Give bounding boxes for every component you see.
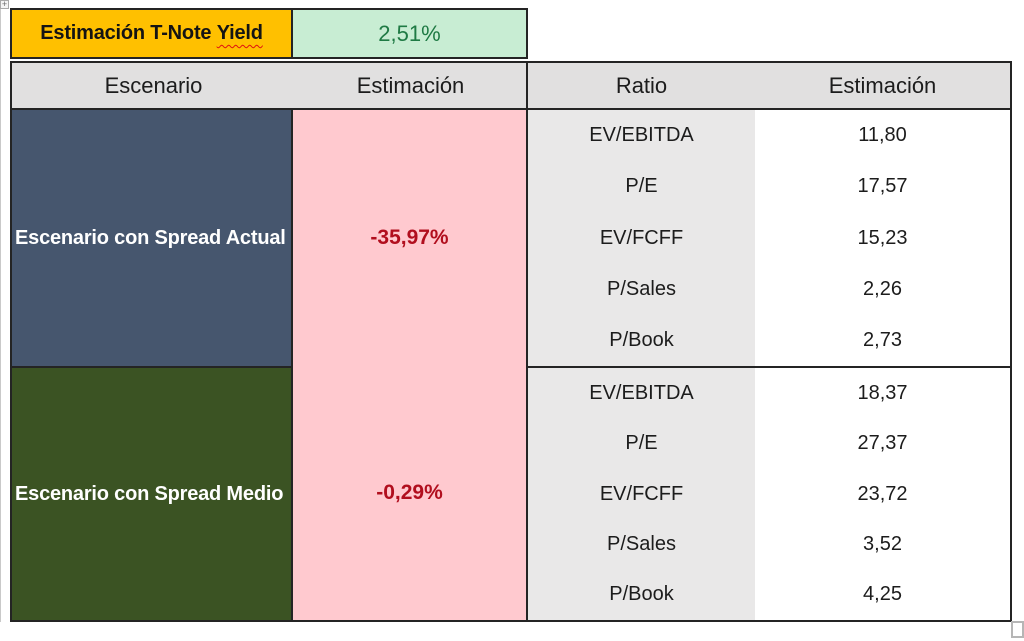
estimate-spread-medio-value: -0,29% — [376, 480, 443, 504]
table-row[interactable]: P/E 17,57 — [528, 161, 1010, 212]
ratio-value: 17,57 — [857, 175, 908, 198]
ratio-value: 11,80 — [858, 124, 907, 147]
estimate-spread-medio-cell[interactable]: -0,29% — [293, 365, 526, 620]
table-row[interactable]: P/Book 2,73 — [528, 315, 1010, 366]
ratio-column-shading — [528, 368, 755, 620]
table-row[interactable]: P/Sales 2,26 — [528, 264, 1010, 315]
ratio-value: 15,23 — [857, 226, 908, 249]
header-ratio[interactable]: Ratio — [615, 72, 668, 98]
ratio-name: EV/FCFF — [599, 226, 684, 249]
ratio-value: 2,73 — [863, 328, 902, 351]
ratio-name: EV/EBITDA — [589, 124, 694, 147]
table-row[interactable]: EV/FCFF 15,23 — [528, 212, 1010, 263]
header-escenario[interactable]: Escenario — [104, 72, 203, 98]
right-table-header: Ratio Estimación — [526, 61, 1012, 110]
table-row[interactable]: P/E 27,37 — [528, 418, 1010, 468]
ratio-block-actual: EV/EBITDA 11,80 P/E 17,57 EV/FCFF 15,23 … — [526, 108, 1012, 368]
ratio-name: P/E — [625, 175, 658, 198]
left-table-header: Escenario Estimación — [10, 61, 528, 110]
header-estimacion-right[interactable]: Estimación — [828, 72, 937, 98]
table-row[interactable]: EV/EBITDA 11,80 — [528, 110, 1010, 161]
ratio-name: P/Sales — [607, 532, 676, 555]
table-row[interactable]: EV/EBITDA 18,37 — [528, 368, 1010, 418]
estimate-column: -35,97% -0,29% — [291, 108, 528, 622]
table-row[interactable]: P/Book 4,25 — [528, 570, 1010, 620]
scenario-spread-actual-label: Escenario con Spread Actual — [15, 226, 286, 249]
scenario-spread-medio-label: Escenario con Spread Medio — [15, 482, 284, 505]
outline-expand-button[interactable]: + — [0, 0, 9, 9]
empty-cell-fragment — [1011, 621, 1024, 638]
table-row[interactable]: EV/FCFF 23,72 — [528, 469, 1010, 519]
header-estimacion-left[interactable]: Estimación — [356, 72, 465, 98]
ratio-value: 4,25 — [863, 583, 902, 606]
ratio-name: EV/FCFF — [599, 482, 684, 505]
tnote-yield-label-cell[interactable]: Estimación T-Note Yield — [10, 8, 293, 59]
ratio-value: 18,37 — [857, 381, 908, 404]
tnote-yield-value: 2,51% — [378, 20, 441, 46]
scenario-spread-actual-cell[interactable]: Escenario con Spread Actual — [10, 108, 293, 368]
ratio-block-medio: EV/EBITDA 18,37 P/E 27,37 EV/FCFF 23,72 … — [526, 366, 1012, 622]
tnote-yield-value-cell[interactable]: 2,51% — [291, 8, 528, 59]
estimate-spread-actual-cell[interactable]: -35,97% — [293, 110, 526, 365]
table-row[interactable]: P/Sales 3,52 — [528, 519, 1010, 569]
sheet-edge-line — [0, 0, 1, 622]
ratio-value: 2,26 — [863, 277, 902, 300]
tnote-yield-label-underlined-word: Yield — [216, 22, 263, 44]
ratio-value: 3,52 — [863, 532, 902, 555]
tnote-yield-label: Estimación T-Note — [40, 22, 212, 44]
ratio-column-shading — [528, 110, 755, 366]
ratio-name: EV/EBITDA — [589, 381, 694, 404]
ratio-name: P/E — [625, 432, 658, 455]
ratio-value: 27,37 — [857, 432, 908, 455]
scenario-spread-medio-cell[interactable]: Escenario con Spread Medio — [10, 366, 293, 622]
ratio-name: P/Sales — [607, 277, 676, 300]
ratio-name: P/Book — [609, 583, 674, 606]
estimate-spread-actual-value: -35,97% — [370, 225, 449, 249]
ratio-value: 23,72 — [857, 482, 908, 505]
ratio-name: P/Book — [609, 328, 674, 351]
